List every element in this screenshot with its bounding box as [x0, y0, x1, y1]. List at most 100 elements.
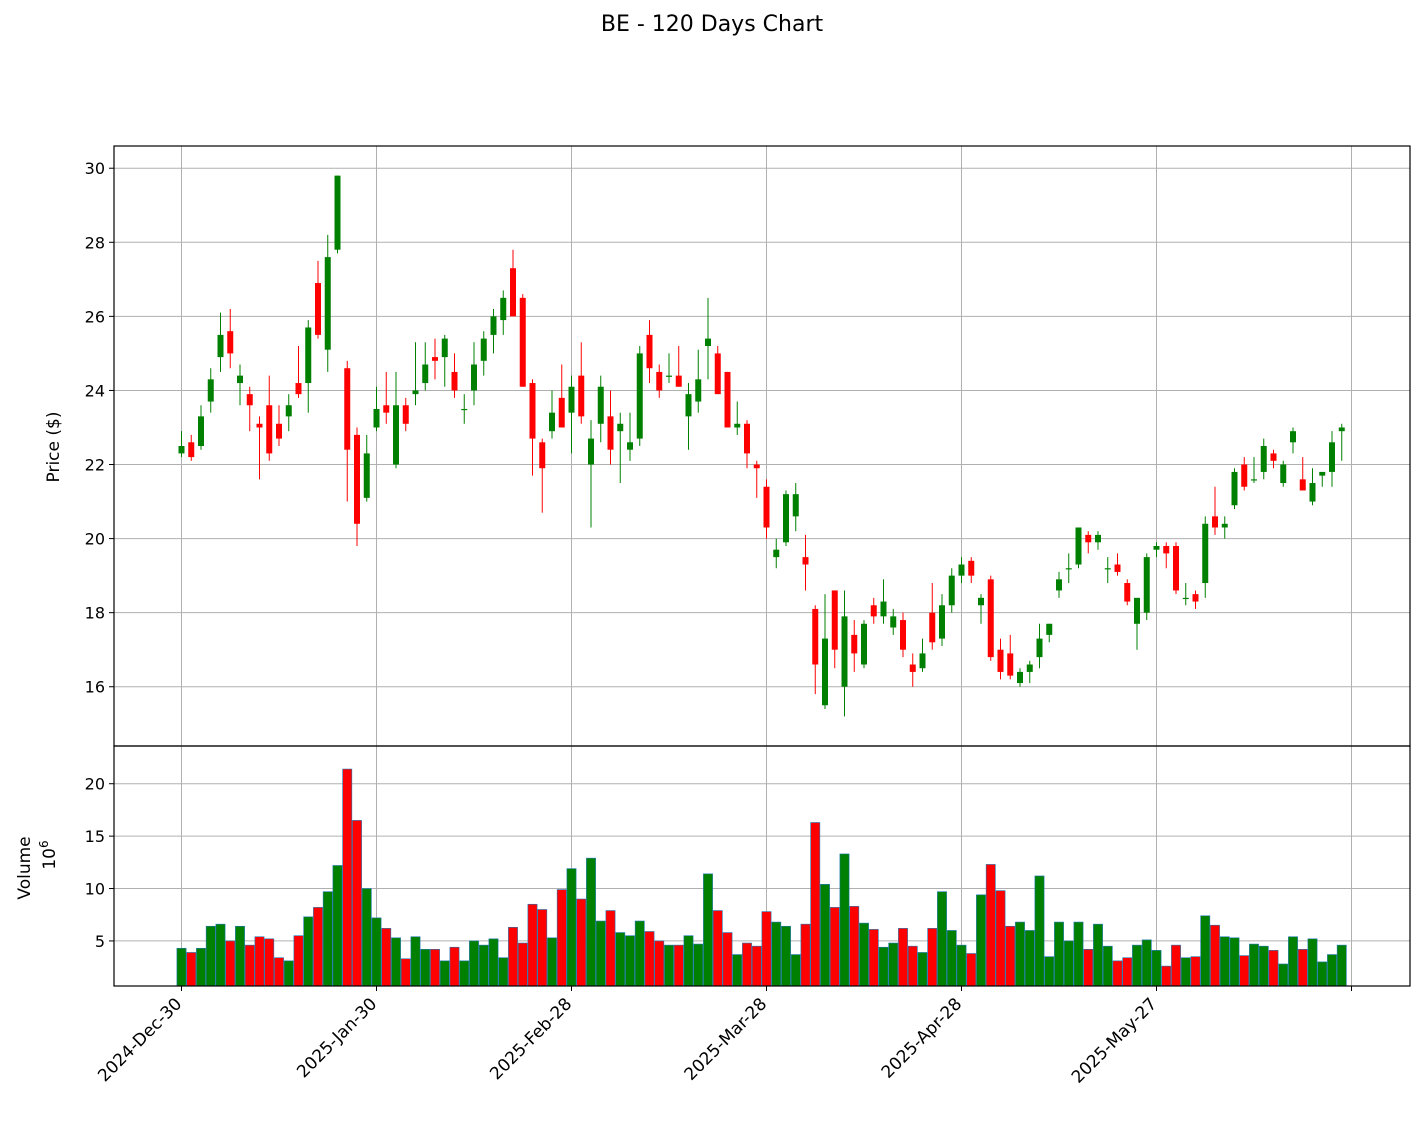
- volume-bar: [868, 929, 879, 987]
- volume-bar: [478, 944, 489, 987]
- volume-bar: [1161, 965, 1172, 987]
- x-tick-label: 2025-Mar-28: [681, 994, 772, 1085]
- volume-bar: [898, 928, 908, 987]
- volume-bar: [508, 927, 518, 987]
- candle-body: [744, 423, 750, 454]
- volume-bar: [732, 954, 743, 987]
- volume-bar: [1239, 955, 1250, 987]
- candle-body: [997, 649, 1004, 672]
- candle-body: [666, 375, 672, 377]
- candle-body: [1241, 464, 1248, 487]
- volume-bar: [225, 940, 236, 987]
- candle-body: [178, 446, 185, 454]
- price-tick-label: 18: [85, 604, 105, 623]
- volume-bar: [751, 945, 762, 987]
- volume-bar: [1132, 944, 1142, 987]
- candle-body: [1202, 523, 1209, 584]
- volume-bar: [420, 949, 431, 987]
- volume-bar: [1288, 936, 1298, 987]
- volume-bar: [985, 864, 996, 987]
- candle-body: [500, 297, 507, 321]
- candle-body: [617, 423, 624, 432]
- volume-axis-label: Volume: [15, 836, 35, 899]
- candle-body: [1017, 671, 1023, 684]
- candle-body: [1056, 579, 1062, 591]
- candle-body: [324, 257, 331, 350]
- candle-body: [724, 371, 731, 428]
- volume-bar: [1112, 960, 1123, 987]
- volume-bar: [410, 936, 421, 987]
- candle-body: [1299, 479, 1306, 491]
- volume-bar: [859, 922, 869, 987]
- candle-body: [1114, 564, 1121, 572]
- candle-body: [256, 423, 263, 428]
- candle-body: [1026, 664, 1033, 672]
- candle-body: [1153, 546, 1160, 550]
- candle-body: [305, 327, 312, 384]
- candle-body: [402, 405, 409, 424]
- candle-body: [861, 623, 867, 665]
- candle-body: [958, 564, 965, 576]
- volume-bar: [1336, 944, 1347, 987]
- candle-body: [685, 394, 692, 417]
- volume-bar: [625, 935, 635, 987]
- candle-body: [627, 442, 633, 450]
- price-tick-label: 22: [85, 456, 105, 475]
- volume-tick-label: 5: [95, 932, 105, 951]
- volume-bar: [576, 898, 587, 987]
- volume-bar: [790, 954, 801, 987]
- candle-body: [441, 338, 448, 358]
- volume-bar: [1015, 921, 1025, 987]
- candle-body: [1221, 523, 1228, 528]
- volume-bar: [1297, 949, 1308, 987]
- candle-body: [246, 394, 253, 406]
- candle-body: [1173, 546, 1179, 591]
- candle-body: [1046, 623, 1053, 635]
- volume-bar: [274, 957, 284, 987]
- volume-bar: [722, 932, 733, 987]
- candle-body: [890, 616, 897, 628]
- candle-body: [656, 371, 663, 391]
- candle-body: [1124, 583, 1131, 602]
- candle-body: [734, 423, 741, 428]
- candle-body: [1338, 427, 1345, 432]
- volume-bar: [839, 853, 850, 987]
- candle-body: [354, 434, 360, 524]
- volume-bar: [547, 937, 557, 987]
- volume-bar: [761, 911, 772, 987]
- candle-body: [1104, 568, 1111, 570]
- volume-bar: [342, 768, 353, 987]
- volume-bar: [1083, 949, 1094, 987]
- price-tick-label: 20: [85, 530, 105, 549]
- price-axis-label: Price ($): [44, 412, 64, 483]
- volume-bar: [1327, 954, 1337, 987]
- candle-body: [948, 575, 955, 606]
- candle-body: [471, 364, 477, 391]
- candle-body: [198, 416, 204, 446]
- price-panel-frame: [113, 145, 1411, 747]
- volume-bar: [1317, 961, 1328, 987]
- volume-bar: [1005, 925, 1016, 987]
- volume-bar: [1044, 956, 1055, 987]
- volume-bar: [430, 949, 440, 987]
- volume-bar: [1180, 957, 1191, 987]
- chart-title: BE - 120 Days Chart: [600, 12, 824, 37]
- candle-body: [1231, 471, 1238, 506]
- volume-bar: [400, 958, 411, 987]
- volume-scale-label: 106: [37, 840, 60, 869]
- volume-bar: [1093, 923, 1103, 987]
- price-tick-label: 24: [85, 381, 105, 400]
- candle-body: [1290, 431, 1296, 443]
- volume-tick-label: 10: [85, 880, 105, 899]
- candle-body: [929, 612, 936, 643]
- candle-body: [1270, 453, 1277, 461]
- volume-bar: [673, 944, 684, 987]
- volume-bar: [683, 935, 694, 987]
- candle-body: [285, 405, 292, 417]
- candle-body: [451, 371, 458, 391]
- volume-bar: [693, 943, 704, 987]
- volume-bar: [1034, 875, 1045, 987]
- volume-bar: [566, 868, 577, 987]
- candle-body: [841, 616, 848, 687]
